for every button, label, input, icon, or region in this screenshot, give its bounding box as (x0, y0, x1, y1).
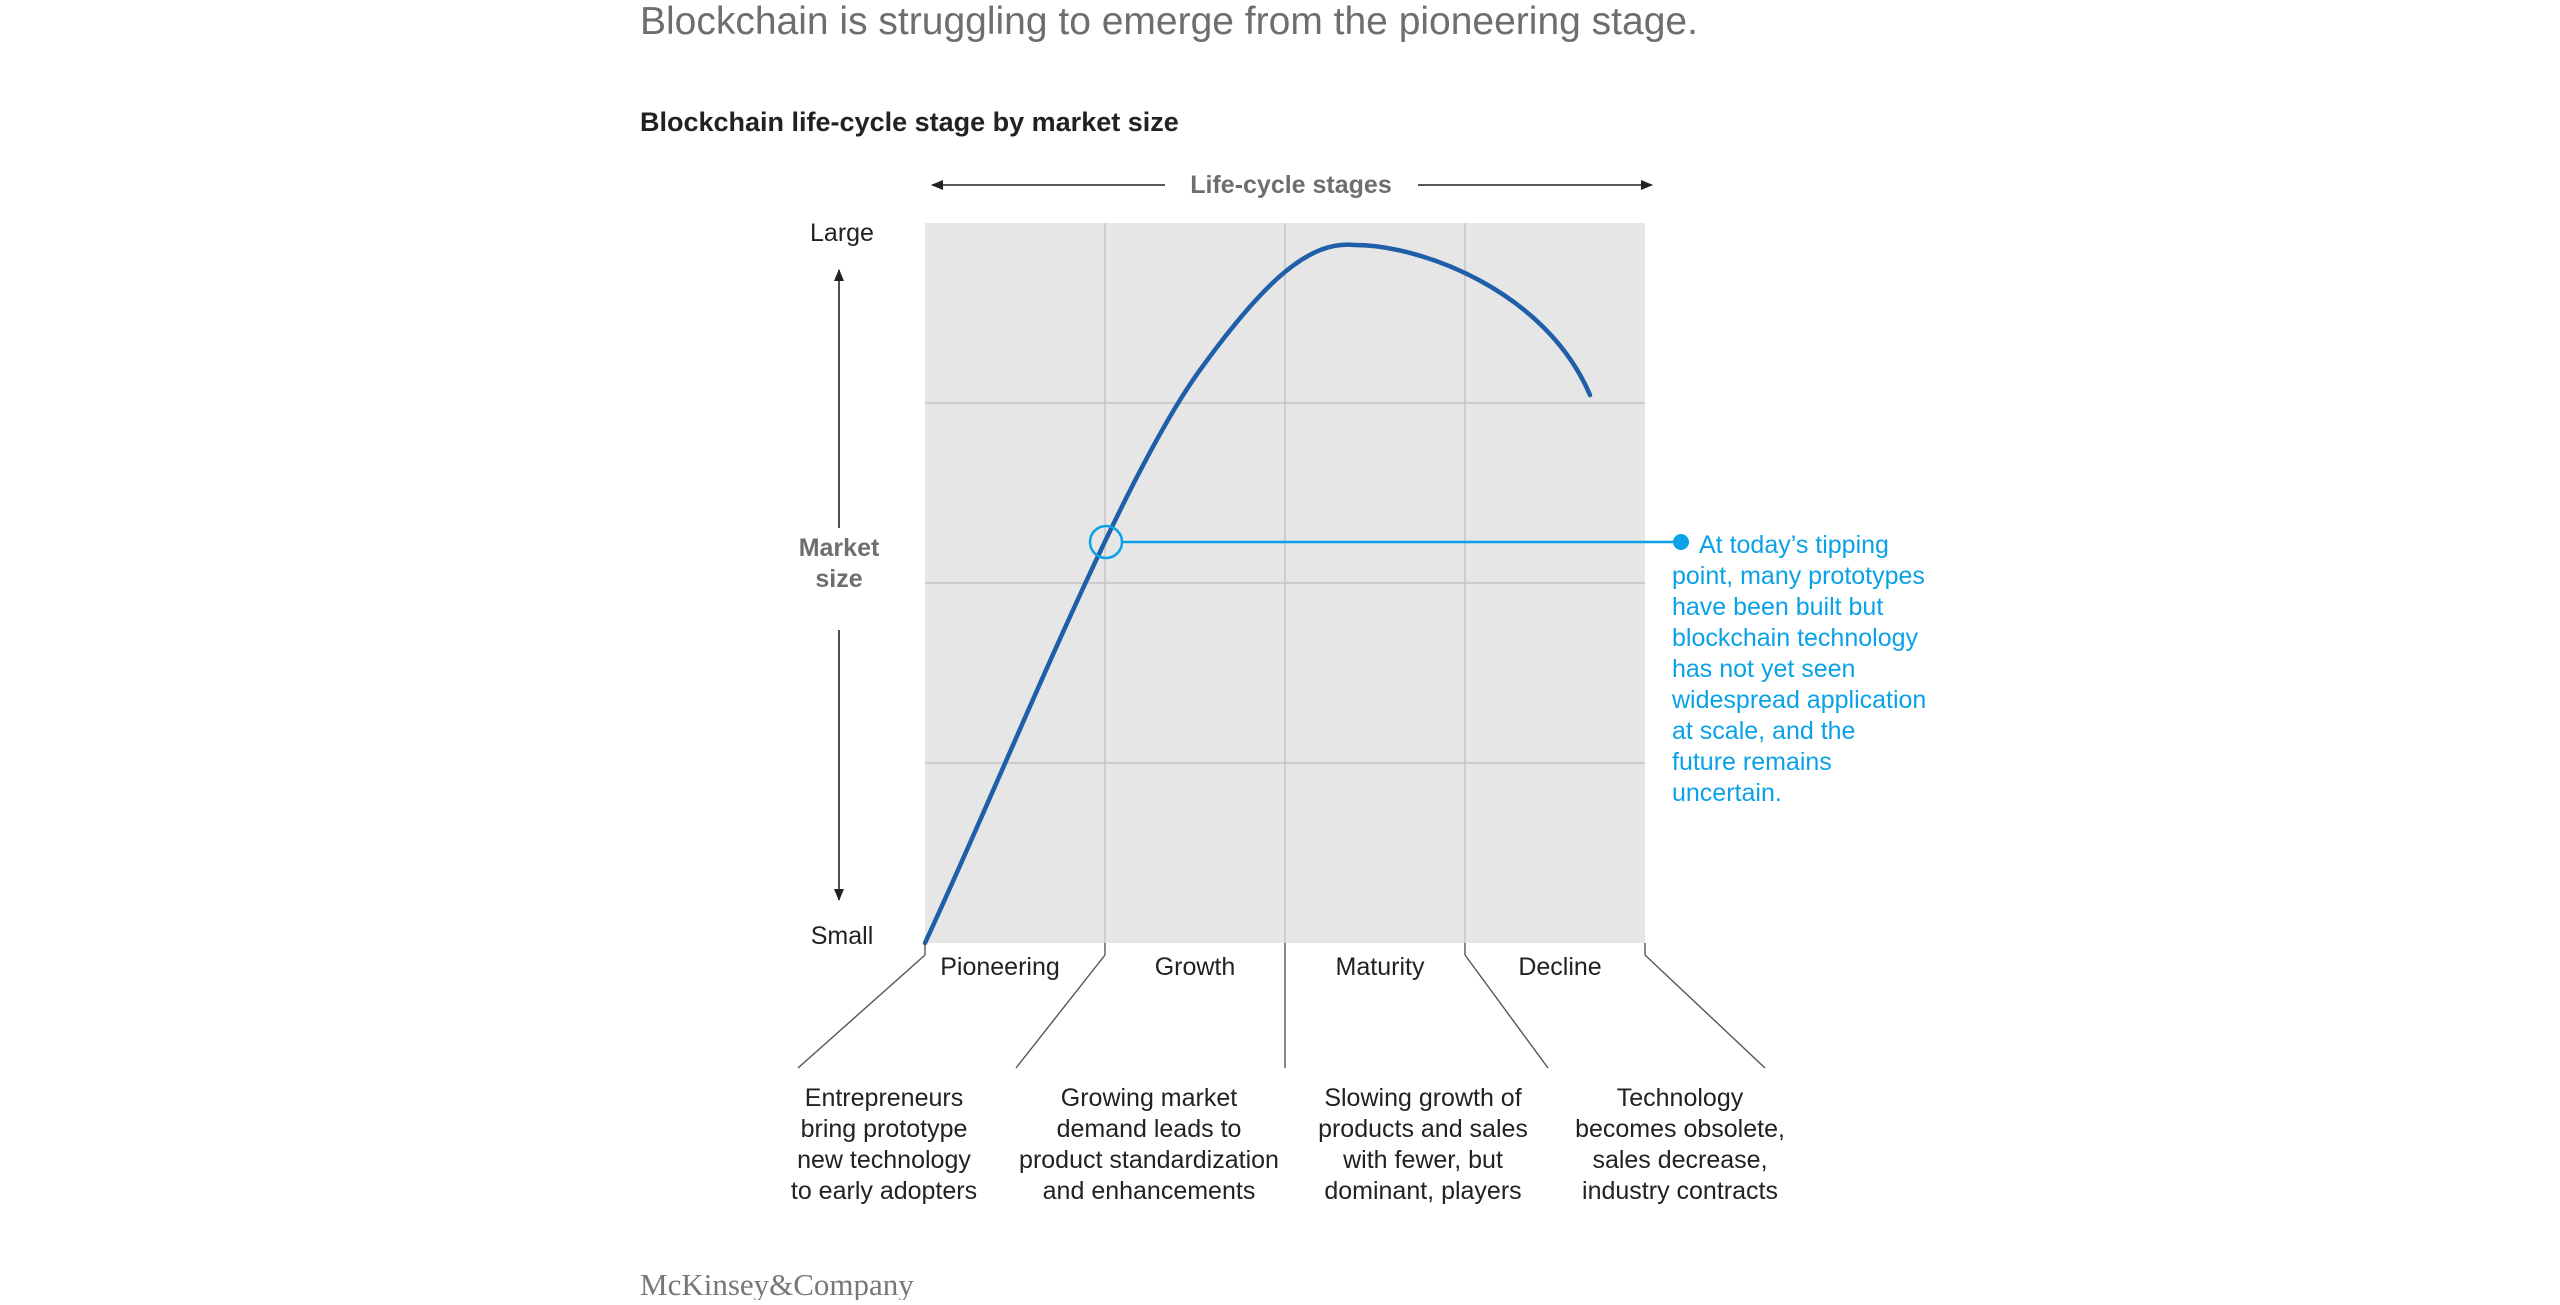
footer-brand: McKinsey&Company (640, 1267, 914, 1300)
stage-leader-line (797, 954, 926, 1069)
stage-leader-lines (797, 943, 1766, 1069)
stage-label-growth: Growth (1155, 953, 1236, 981)
y-axis-label: Market size (799, 534, 880, 593)
lifecycle-curve (922, 242, 1593, 946)
stage-label-pioneering: Pioneering (940, 953, 1060, 981)
gridlines (925, 223, 1645, 943)
stage-description-decline: Technology becomes obsolete, sales decreas… (1575, 1084, 1785, 1205)
annotation-text: At today’s tipping point, many prototypes… (1671, 531, 1926, 807)
stage-description-maturity: Slowing growth of products and sales with … (1318, 1084, 1528, 1205)
stage-description-growth: Growing market demand leads to product sta… (1019, 1084, 1279, 1205)
stage-label-decline: Decline (1518, 953, 1601, 981)
stage-leader-line (1464, 954, 1549, 1069)
stage-leader-line (1644, 954, 1766, 1069)
stage-leader-line (1015, 954, 1106, 1069)
chart-title: Blockchain life-cycle stage by market si… (640, 107, 1179, 137)
y-tick-small: Small (811, 922, 874, 950)
x-axis-label: Life-cycle stages (1190, 171, 1392, 199)
stage-description-pioneering: Entrepreneurs bring prototype new technolo… (791, 1084, 977, 1205)
stage-label-maturity: Maturity (1336, 953, 1425, 981)
annotation-dot (1673, 534, 1689, 550)
headline: Blockchain is struggling to emerge from … (640, 0, 1698, 43)
y-tick-large: Large (810, 219, 874, 247)
